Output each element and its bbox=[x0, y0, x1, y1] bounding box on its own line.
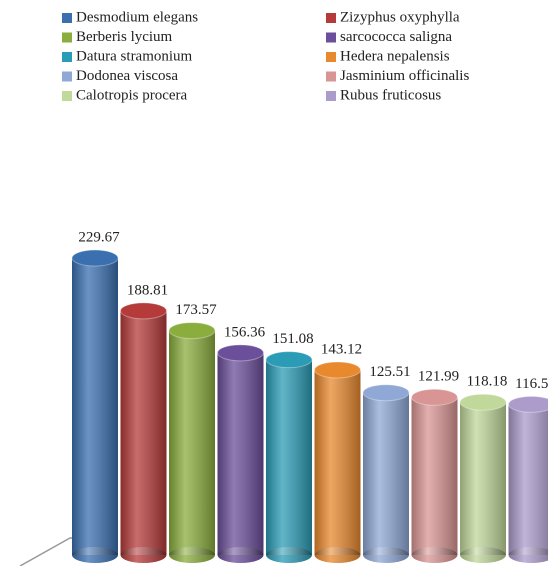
legend-label: Zizyphus oxyphylla bbox=[340, 9, 460, 25]
legend-swatch bbox=[326, 91, 336, 101]
cylinder-top bbox=[314, 361, 361, 379]
cylinder-shade-bottom bbox=[120, 547, 167, 563]
legend-swatch bbox=[326, 13, 336, 23]
value-label: 151.08 bbox=[272, 331, 313, 347]
legend-label: Datura stramonium bbox=[76, 48, 193, 64]
cylinder-top bbox=[459, 393, 507, 411]
cylinder-shade bbox=[363, 392, 409, 555]
value-label: 229.67 bbox=[78, 229, 120, 245]
legend-swatch bbox=[62, 13, 72, 23]
legend-swatch bbox=[62, 52, 72, 62]
value-label: 116.52 bbox=[515, 376, 548, 392]
cylinder-shade bbox=[460, 402, 506, 555]
cylinder-shade-bottom bbox=[460, 547, 506, 563]
cylinder-top bbox=[265, 351, 313, 369]
legend-label: Calotropis procera bbox=[76, 87, 188, 103]
value-label: 156.36 bbox=[224, 324, 266, 340]
legend-swatch bbox=[62, 71, 72, 82]
cylinder-shade bbox=[169, 330, 215, 555]
value-label: 143.12 bbox=[321, 341, 362, 357]
legend-label: Berberis lycium bbox=[76, 29, 173, 45]
cylinder-shade-bottom bbox=[217, 547, 264, 563]
cylinder-top bbox=[362, 384, 410, 402]
cylinder-top bbox=[217, 344, 264, 362]
cylinder-top bbox=[71, 249, 119, 267]
cylinder-shade bbox=[217, 352, 264, 555]
cylinder-top bbox=[508, 395, 548, 413]
legend-label: Jasminium officinalis bbox=[340, 68, 469, 84]
cylinder-top bbox=[411, 388, 458, 406]
cylinder-shade-bottom bbox=[363, 547, 409, 563]
cylinder-shade-bottom bbox=[314, 547, 361, 563]
cylinder-top bbox=[120, 302, 167, 320]
cylinder-shade-bottom bbox=[508, 547, 548, 563]
cylinder-shade-bottom bbox=[72, 547, 118, 563]
value-label: 121.99 bbox=[418, 369, 459, 385]
value-label: 188.81 bbox=[127, 282, 168, 298]
cylinder-shade-bottom bbox=[266, 547, 312, 563]
cylinder-shade bbox=[120, 310, 167, 555]
legend-swatch bbox=[62, 32, 72, 43]
cylinder-shade bbox=[411, 397, 458, 555]
cylinder-shade-bottom bbox=[169, 547, 215, 563]
legend-label: Dodonea viscosa bbox=[76, 68, 178, 84]
legend-swatch bbox=[326, 32, 336, 43]
legend-label: Rubus fruticosus bbox=[340, 87, 441, 103]
cylinder-top bbox=[168, 322, 216, 340]
legend-swatch bbox=[62, 91, 72, 101]
value-label: 173.57 bbox=[175, 302, 217, 318]
legend-label: sarcococca saligna bbox=[340, 29, 452, 45]
cylinder-shade-bottom bbox=[411, 547, 458, 563]
legend-swatch bbox=[326, 71, 336, 82]
value-label: 125.51 bbox=[369, 364, 410, 380]
cylinder-shade bbox=[266, 359, 312, 555]
legend-label: Hedera nepalensis bbox=[340, 48, 450, 64]
legend-swatch bbox=[326, 52, 336, 62]
cylinder-shade bbox=[314, 369, 361, 555]
cylinder-shade bbox=[72, 258, 118, 555]
legend-label: Desmodium elegans bbox=[76, 9, 198, 25]
value-label: 118.18 bbox=[467, 374, 508, 390]
cylinder-shade bbox=[508, 404, 548, 555]
